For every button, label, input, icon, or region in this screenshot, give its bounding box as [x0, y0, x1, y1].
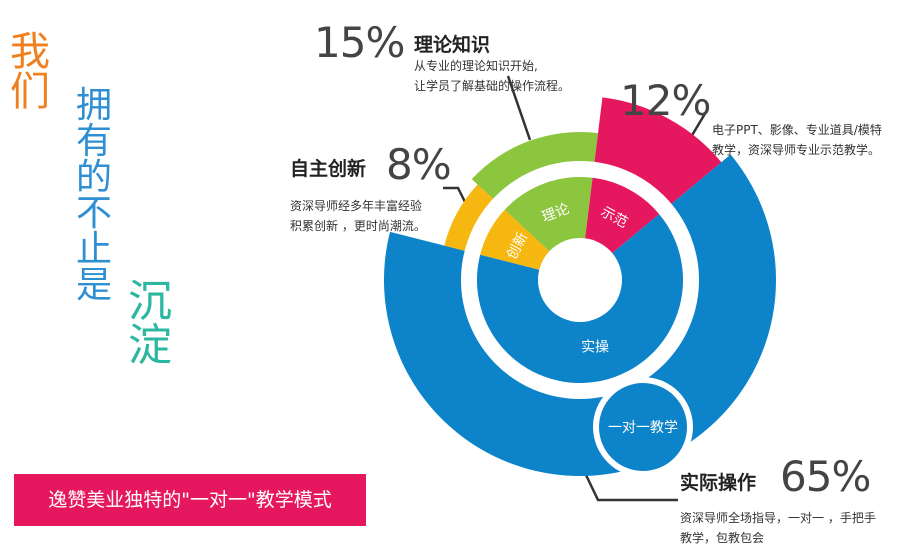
banner-one-on-one-teaching: 逸赞美业独特的"一对一"教学模式 — [14, 474, 366, 526]
callout-innovate-title: 自主创新 — [290, 158, 367, 180]
badge-fill — [599, 383, 687, 471]
inner-slice-4 — [480, 209, 551, 271]
ring-separator — [461, 161, 699, 399]
callout-innovate-percent: 8% — [386, 140, 452, 189]
one-on-one-badge: 一对一教学 — [593, 377, 693, 477]
callout-theory-title: 理论知识 — [414, 34, 491, 56]
callout-theory-desc: 从专业的理论知识开始, 让学员了解基础的操作流程。 — [414, 59, 571, 93]
inner-slice-3 — [477, 214, 683, 384]
center-hole — [538, 238, 622, 322]
slogan-part-3: 沉 淀 — [128, 276, 172, 371]
outer-slice-2 — [594, 97, 722, 205]
inner-label-3: 实操 — [581, 339, 609, 355]
inner-slice-2 — [584, 177, 660, 255]
callout-demo-desc: 电子PPT、影像、专业道具/模特 教学，资深导师专业示范教学。 — [712, 123, 882, 157]
inner-ring — [477, 176, 683, 384]
slogan-part-1: 我 们 — [10, 29, 50, 115]
inner-slice-1 — [504, 176, 593, 253]
outer-slice-1 — [471, 131, 599, 200]
callout-innovate-desc: 资深导师经多年丰富经验 积累创新 ，更时尚潮流。 — [290, 199, 426, 233]
callout-theory-percent: 15% — [314, 18, 405, 67]
callout-practice-percent: 65% — [780, 452, 871, 501]
callout-practice-desc: 资深导师全场指导，一对一 ，手把手 教学，包教包会 — [680, 511, 876, 545]
slogan-part-2: 拥 有 的 不 止 是 — [76, 85, 113, 306]
badge-label: 一对一教学 — [608, 420, 678, 436]
callout-practice-title: 实际操作 — [680, 472, 757, 494]
callout-demo-percent: 12% — [620, 76, 711, 125]
callout-theory: 15% 理论知识 — [314, 18, 490, 67]
leader-theory — [506, 75, 532, 141]
outer-slice-4 — [444, 184, 494, 252]
